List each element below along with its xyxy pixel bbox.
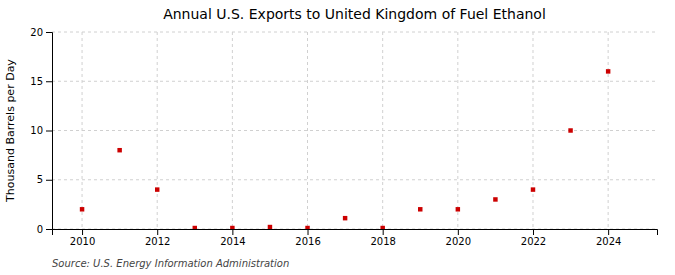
grid-line <box>157 32 158 229</box>
grid-line <box>52 81 657 82</box>
axis-line <box>46 33 53 230</box>
tick: 10 <box>30 125 52 136</box>
tick-label: 2010 <box>70 236 95 247</box>
tick: 5 <box>37 174 52 185</box>
y-axis: 0 5 10 15 20 <box>30 27 52 235</box>
grid-line <box>82 32 83 229</box>
grid-line <box>232 32 233 229</box>
tick: 2020 <box>446 229 471 247</box>
tick-mark <box>46 229 52 230</box>
tick-mark <box>46 81 52 82</box>
grid-line <box>457 32 458 229</box>
tick-label: 2022 <box>521 236 546 247</box>
tick: 0 <box>37 224 52 235</box>
tick: 2014 <box>220 229 245 247</box>
tick: 2024 <box>596 229 621 247</box>
tick: 20 <box>30 27 52 38</box>
tick-mark <box>383 229 384 235</box>
point <box>230 226 234 229</box>
point <box>606 69 610 73</box>
tick-mark <box>46 32 52 33</box>
point <box>80 207 84 211</box>
tick-mark <box>82 229 83 235</box>
grid-line <box>382 32 383 229</box>
tick: 2016 <box>295 229 320 247</box>
grid-line <box>608 32 609 229</box>
tick-label: 2024 <box>596 236 621 247</box>
tick: 2012 <box>145 229 170 247</box>
y-axis-label: Thousand Barrels per Day <box>4 59 17 203</box>
point <box>268 225 272 229</box>
tick-mark <box>458 229 459 235</box>
tick-label: 0 <box>37 224 43 235</box>
tick-label: 2016 <box>295 236 320 247</box>
tick-label: 20 <box>30 27 43 38</box>
point <box>456 207 460 211</box>
tick-label: 2018 <box>370 236 395 247</box>
point <box>380 226 384 229</box>
tick: 2018 <box>370 229 395 247</box>
source-note: Source: U.S. Energy Information Administ… <box>52 258 289 269</box>
chart: 2010201220142016201820202022202405101520… <box>0 0 675 275</box>
tick-label: 2020 <box>446 236 471 247</box>
tick-mark <box>232 229 233 235</box>
tick-mark <box>157 229 158 235</box>
x-axis: 2010 2012 2014 2016 2018 2020 2022 2024 <box>53 229 658 247</box>
tick-mark <box>308 229 309 235</box>
tick: 2010 <box>70 229 95 247</box>
grid-line <box>52 179 657 180</box>
grid-line <box>52 32 657 33</box>
tick-mark <box>533 229 534 235</box>
grid-line <box>52 130 657 131</box>
point <box>305 226 309 229</box>
grid <box>52 32 657 229</box>
tick: 2022 <box>521 229 546 247</box>
tick-label: 2012 <box>145 236 170 247</box>
grid-line <box>307 32 308 229</box>
tick-label: 2014 <box>220 236 245 247</box>
point <box>117 148 121 152</box>
axis-line <box>53 230 658 236</box>
grid-line <box>532 32 533 229</box>
point <box>531 187 535 191</box>
tick-mark <box>608 229 609 235</box>
point <box>568 128 572 132</box>
points <box>80 69 611 229</box>
tick-label: 10 <box>30 125 43 136</box>
tick: 15 <box>30 76 52 87</box>
tick-mark <box>46 180 52 181</box>
point <box>155 187 159 191</box>
point <box>493 197 497 201</box>
plot-area: 2010 2012 2014 2016 2018 2020 2022 2024 0 5 10 15 20 <box>30 27 657 247</box>
point <box>343 216 347 220</box>
point <box>193 226 197 229</box>
point <box>418 207 422 211</box>
tick-label: 15 <box>30 76 43 87</box>
tick-mark <box>46 131 52 132</box>
title: Annual U.S. Exports to United Kingdom of… <box>163 6 546 22</box>
tick-label: 5 <box>37 174 43 185</box>
